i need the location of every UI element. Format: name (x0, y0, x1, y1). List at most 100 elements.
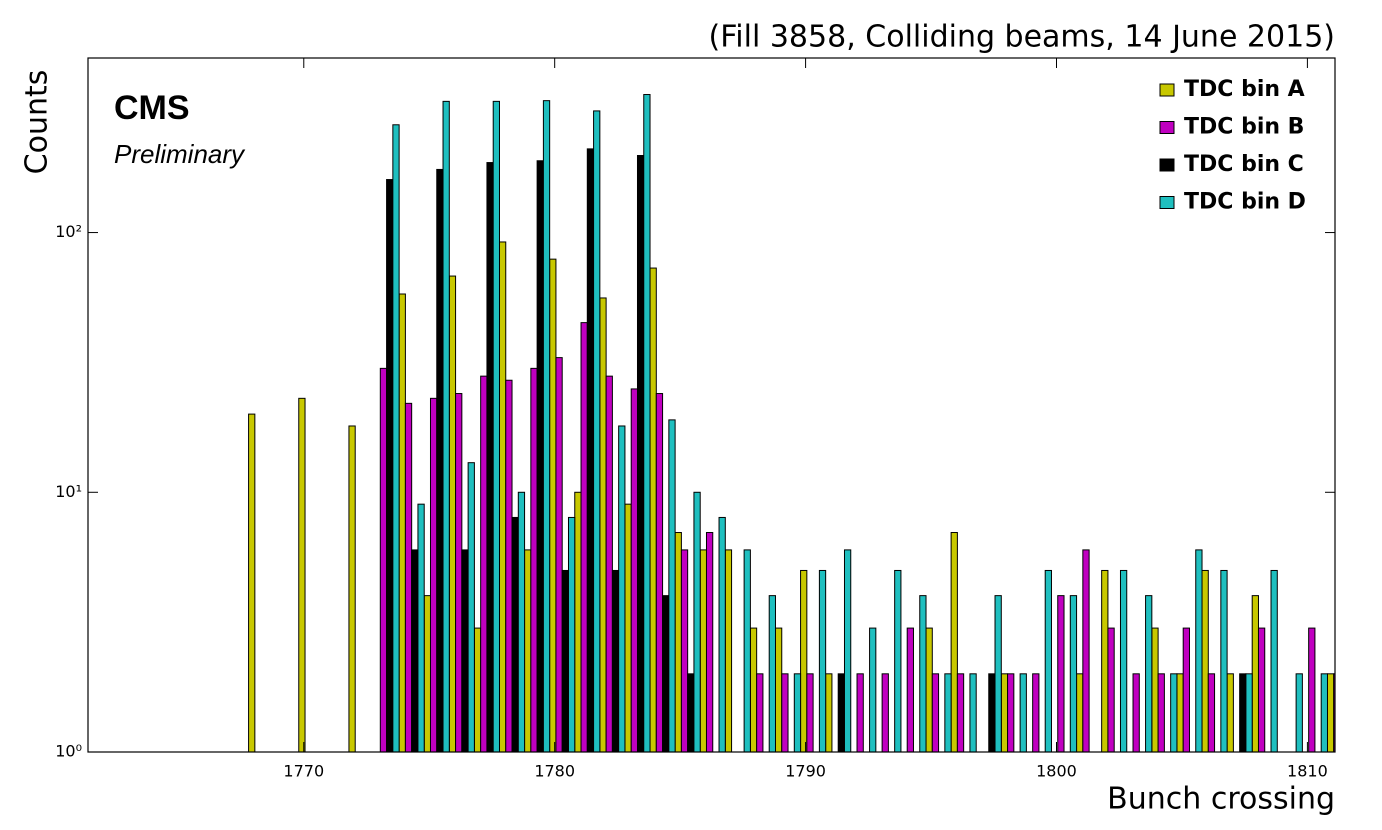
x-tick-label: 1770 (283, 762, 324, 781)
bar (442, 100, 450, 752)
y-tick-label: 10¹ (55, 482, 82, 501)
x-tick-label: 1810 (1287, 762, 1328, 781)
bar (386, 179, 394, 752)
bar (1220, 569, 1228, 752)
bar (1057, 595, 1065, 752)
bar (436, 168, 444, 752)
y-axis-label: Counts (20, 70, 55, 175)
bar (618, 425, 626, 752)
bar (649, 267, 657, 752)
bar (1245, 673, 1253, 752)
plot-frame (87, 57, 1336, 753)
bar (398, 293, 406, 752)
bar (536, 160, 544, 752)
bar (348, 425, 356, 752)
bar (906, 627, 914, 752)
x-tick-label: 1790 (785, 762, 826, 781)
x-axis-label: Bunch crossing (1107, 782, 1335, 817)
bar (1069, 595, 1078, 752)
bar (837, 673, 845, 752)
bar (1007, 673, 1015, 752)
legend-label: TDC bin D (1184, 190, 1306, 215)
bar (1195, 549, 1203, 752)
bar (574, 491, 582, 752)
bar (561, 569, 569, 752)
bar (1326, 673, 1335, 752)
bar (586, 148, 595, 752)
bar (486, 162, 494, 752)
preliminary-label: Preliminary (114, 139, 246, 169)
cms-label: CMS (114, 89, 190, 127)
bar (624, 503, 632, 752)
bar (530, 367, 538, 752)
bar (599, 297, 607, 752)
bar (881, 673, 889, 752)
bar (843, 549, 852, 752)
bar (818, 569, 827, 752)
legend-label: TDC bin A (1184, 77, 1305, 102)
bar (1226, 673, 1234, 752)
bar (687, 673, 695, 752)
bar (1082, 549, 1090, 752)
bar (931, 673, 940, 752)
bar (542, 100, 551, 752)
bar (404, 402, 413, 752)
bar (1170, 673, 1178, 752)
bar (1295, 673, 1303, 752)
bar (774, 627, 783, 752)
bar (1119, 569, 1128, 752)
bar (636, 155, 645, 752)
bar (1201, 569, 1209, 752)
bar (806, 673, 814, 752)
bar (611, 569, 620, 752)
bars (248, 94, 1335, 752)
bar (1333, 673, 1335, 752)
bar (680, 549, 689, 752)
bar (1270, 569, 1278, 752)
bar (248, 413, 256, 752)
bar (674, 532, 682, 752)
bar (743, 549, 751, 752)
legend-label: TDC bin B (1184, 115, 1304, 140)
bar (448, 275, 457, 752)
bar (605, 375, 613, 752)
legend-swatch (1159, 83, 1175, 97)
bar (505, 379, 513, 752)
bar (994, 595, 1002, 752)
bar (1076, 673, 1084, 752)
legend-swatch (1159, 196, 1175, 209)
bar (429, 397, 438, 752)
bar (800, 569, 808, 752)
bar (825, 673, 833, 752)
bar (1000, 673, 1009, 752)
bar (1207, 673, 1216, 752)
bar (1176, 673, 1184, 752)
bar (856, 673, 864, 752)
bar (1320, 673, 1328, 752)
bar (643, 94, 651, 752)
bar (492, 100, 500, 752)
bar (1032, 673, 1040, 752)
bar (705, 532, 714, 752)
bar (1132, 673, 1140, 752)
bar (1019, 673, 1027, 752)
bar (668, 419, 676, 752)
bar (693, 491, 701, 752)
bar (517, 491, 526, 752)
bar (1101, 569, 1109, 752)
legend-swatch (1159, 158, 1175, 172)
bar (894, 569, 902, 752)
bar (480, 375, 488, 752)
bar (455, 393, 463, 752)
bar (756, 673, 764, 752)
bar (392, 124, 400, 752)
bar (511, 516, 519, 752)
bar (1107, 627, 1115, 752)
bar (1308, 627, 1316, 752)
bar (768, 595, 776, 752)
bar (567, 516, 576, 752)
bar (549, 258, 557, 752)
bar (580, 322, 588, 752)
x-tick-label: 1800 (1036, 762, 1077, 781)
